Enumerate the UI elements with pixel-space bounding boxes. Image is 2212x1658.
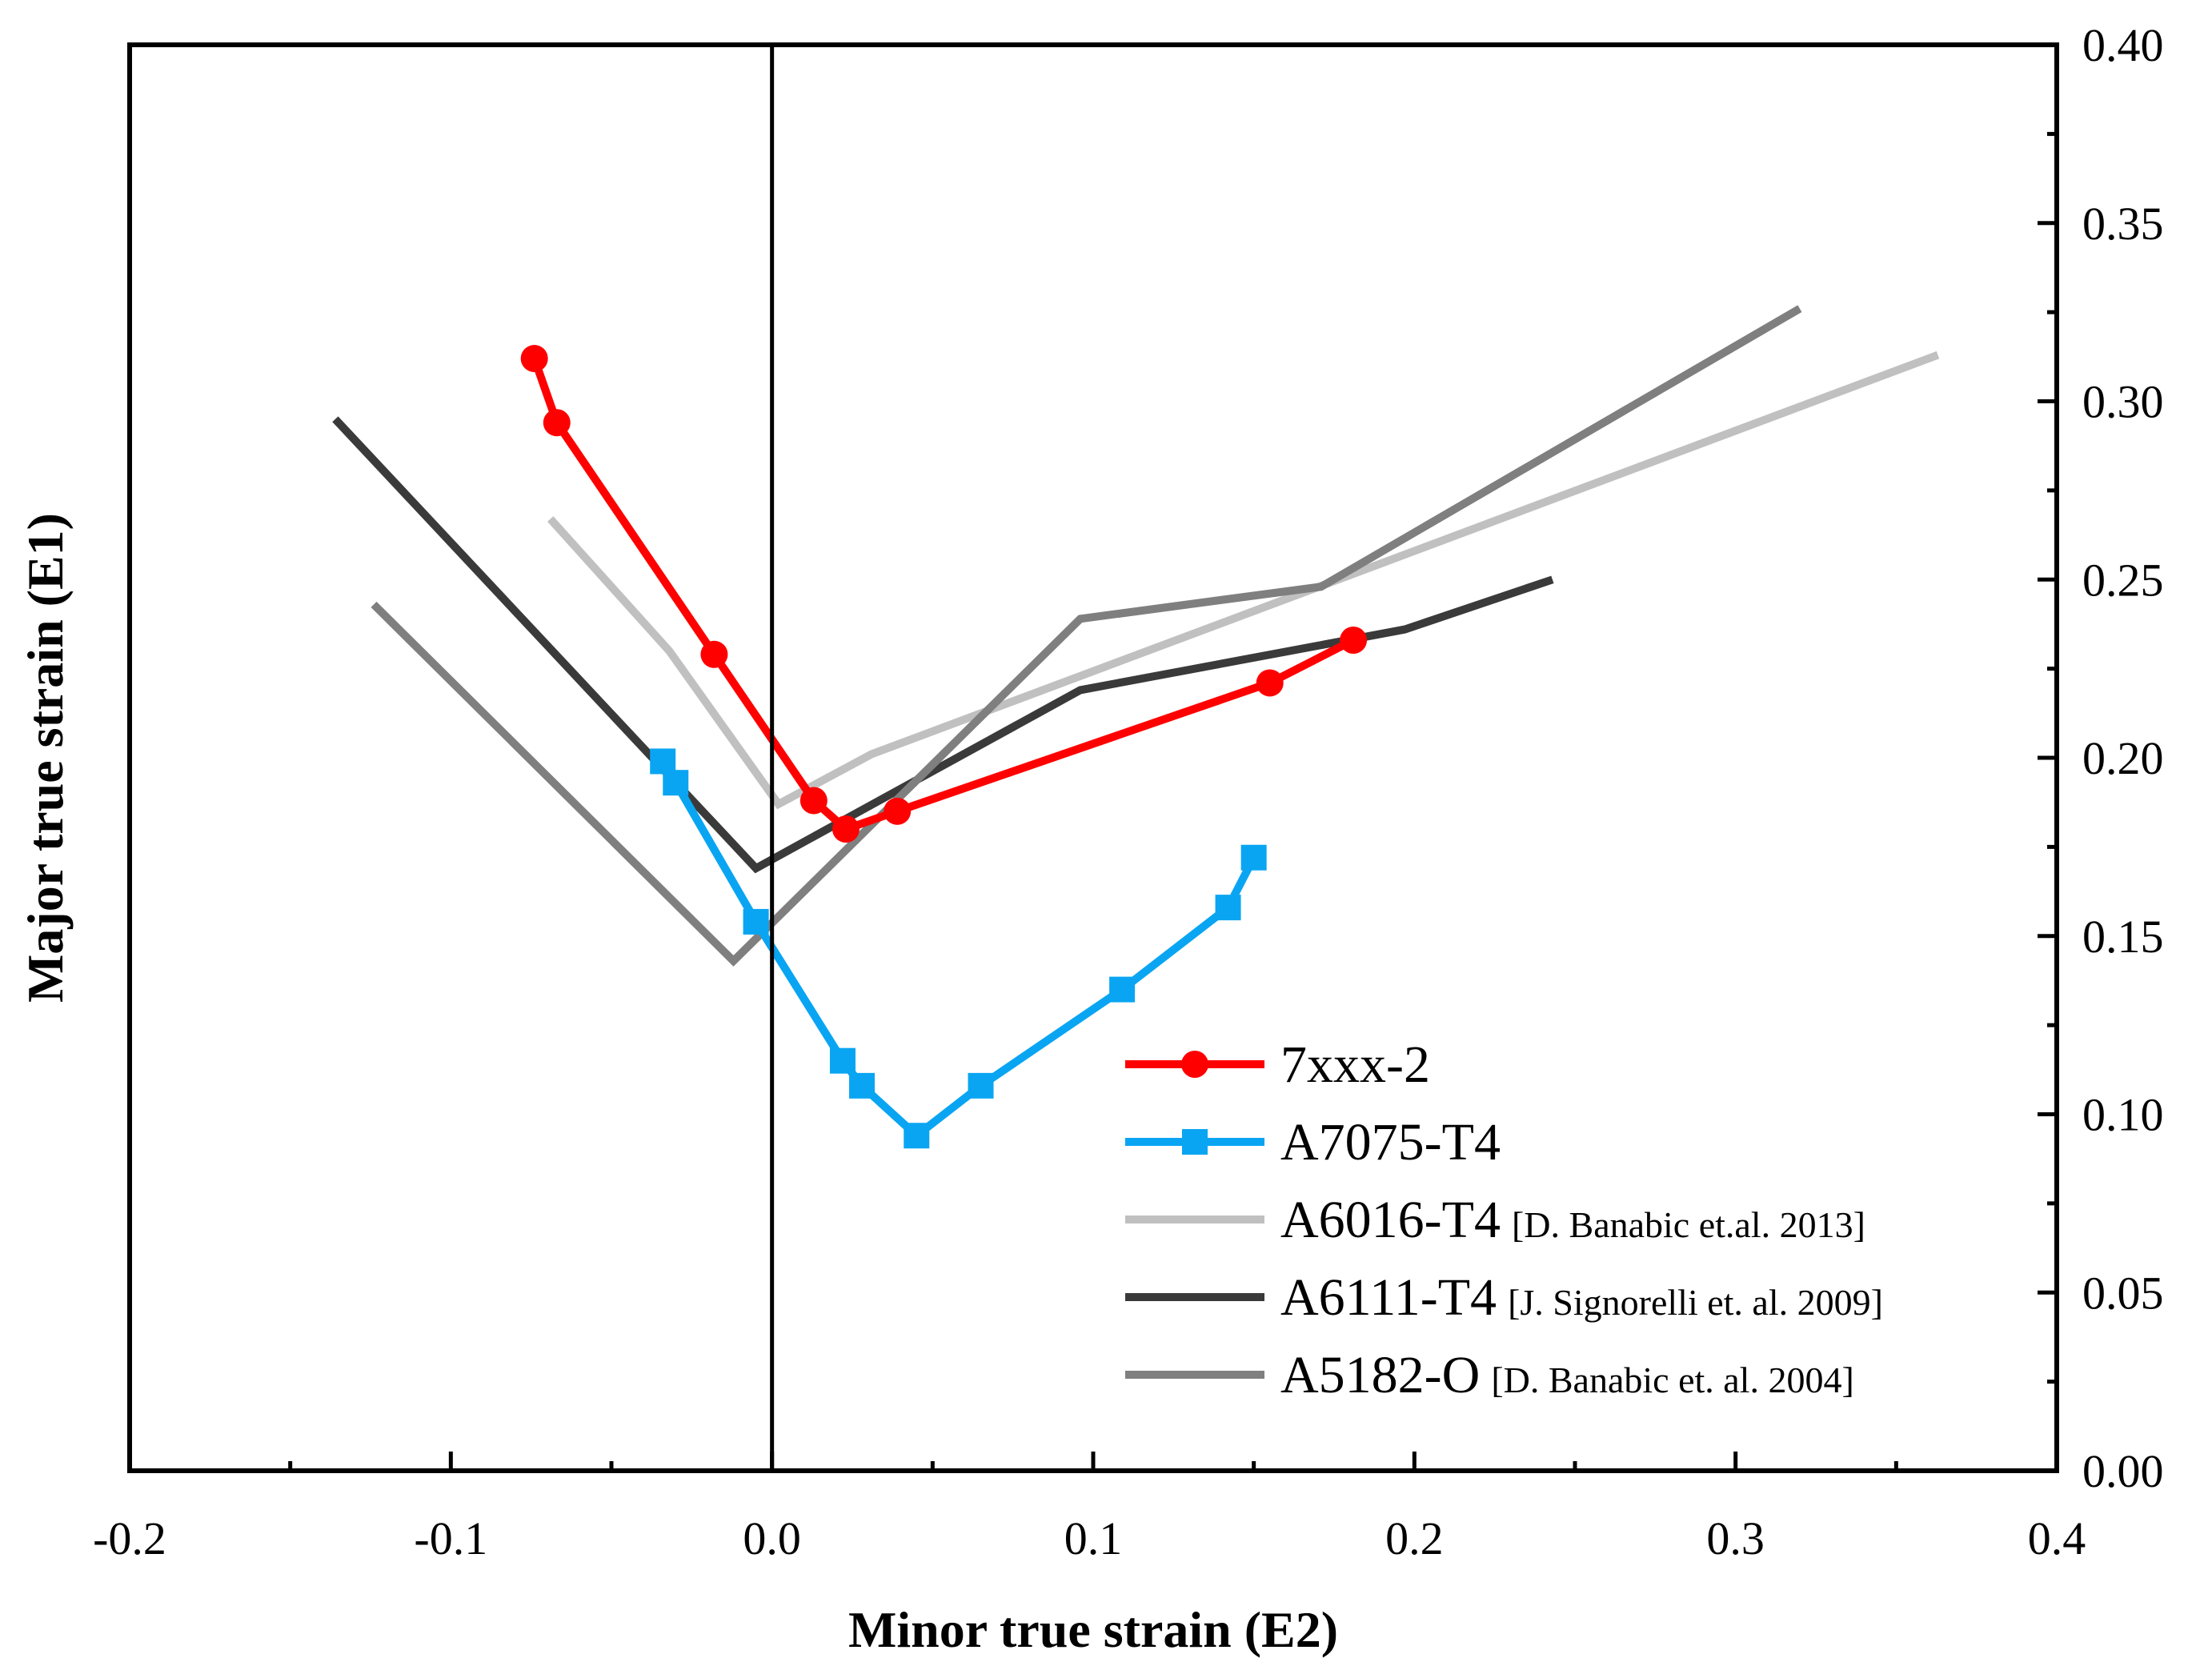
legend-label: A6016-T4 [D. Banabic et.al. 2013] [1280, 1191, 1865, 1249]
legend-series-name: A6111-T4 [1280, 1268, 1497, 1327]
data-point-a7075-t4 [968, 1072, 994, 1099]
y-tick-label: 0.15 [2082, 911, 2164, 963]
legend-series-name: A5182-O [1280, 1346, 1480, 1404]
x-tick-label: 0.3 [1706, 1512, 1765, 1564]
x-tick-label: 0.2 [1385, 1512, 1444, 1564]
data-point-7xxx-2 [543, 409, 571, 437]
legend-citation: [J. Signorelli et. al. 2009] [1508, 1282, 1883, 1323]
y-tick-label: 0.30 [2082, 376, 2164, 428]
series-a7075-t4 [650, 748, 1267, 1149]
data-point-7xxx-2 [700, 640, 728, 668]
legend-series-name: A6016-T4 [1280, 1191, 1501, 1249]
series-line-a7075-t4 [659, 759, 1258, 1141]
legend-label: 7xxx-2 [1280, 1035, 1430, 1094]
legend-label: A6111-T4 [J. Signorelli et. al. 2009] [1280, 1268, 1883, 1327]
legend-marker [1181, 1051, 1208, 1078]
y-tick-label: 0.00 [2082, 1445, 2164, 1497]
legend-citation: [D. Banabic et.al. 2013] [1512, 1204, 1865, 1245]
data-point-7xxx-2 [520, 345, 548, 373]
data-point-a7075-t4 [829, 1047, 856, 1074]
legend-item-a5182-o: A5182-O [D. Banabic et. al. 2004] [1125, 1346, 1854, 1404]
series-a5182-o [371, 305, 1802, 967]
series-line-a5182-o [371, 305, 1802, 967]
x-tick-label: 0.1 [1064, 1512, 1123, 1564]
data-point-7xxx-2 [884, 797, 912, 825]
legend-series-name: 7xxx-2 [1280, 1035, 1430, 1094]
legend-label: A7075-T4 [1280, 1113, 1501, 1171]
plot-frame [127, 42, 2059, 1473]
y-tick-label: 0.05 [2082, 1267, 2164, 1319]
series-line-a6111-t4 [332, 416, 1554, 874]
y-tick-label: 0.40 [2082, 19, 2164, 71]
axes-layer [127, 42, 2059, 1473]
data-point-a7075-t4 [743, 908, 769, 935]
y-tick-label: 0.35 [2082, 198, 2164, 250]
data-point-a7075-t4 [650, 748, 676, 775]
series-7xxx-2 [520, 345, 1368, 843]
y-tick-label: 0.25 [2082, 554, 2164, 606]
legend: 7xxx-2 A7075-T4 A6016-T4 [D. Banabic et.al.… [1125, 1035, 1883, 1404]
series-a6016-t4 [547, 350, 1940, 810]
legend-marker [1182, 1129, 1208, 1155]
series-line-7xxx-2 [530, 357, 1356, 834]
series-layer [332, 305, 1940, 1149]
data-point-7xxx-2 [1256, 669, 1284, 697]
legend-label: A5182-O [D. Banabic et. al. 2004] [1280, 1346, 1854, 1404]
y-tick-label: 0.10 [2082, 1089, 2164, 1141]
tick-layer: -0.2 -0.1 0.0 0.1 0.2 0.3 0.4 0.00 0.05 0.10 0.15 0… [93, 19, 2163, 1564]
series-line-a6016-t4 [547, 350, 1940, 810]
legend-series-name: A7075-T4 [1280, 1113, 1501, 1171]
data-point-a7075-t4 [849, 1072, 876, 1099]
y-tick-label: 0.20 [2082, 732, 2164, 784]
x-tick-label: 0.0 [743, 1512, 801, 1564]
data-point-a7075-t4 [1109, 976, 1136, 1003]
legend-item-7xxx-2: 7xxx-2 [1125, 1035, 1430, 1094]
legend-item-a6016-t4: A6016-T4 [D. Banabic et.al. 2013] [1125, 1191, 1865, 1249]
data-point-7xxx-2 [799, 787, 827, 815]
x-tick-label: -0.1 [414, 1512, 487, 1564]
data-point-a7075-t4 [1215, 895, 1241, 921]
data-point-7xxx-2 [1340, 626, 1368, 654]
data-point-a7075-t4 [1240, 844, 1267, 871]
x-tick-label: 0.4 [2028, 1512, 2086, 1564]
data-point-a7075-t4 [904, 1123, 930, 1149]
legend-item-a7075-t4: A7075-T4 [1125, 1113, 1501, 1171]
y-axis-title: Major true strain (E1) [17, 513, 74, 1003]
series-a6111-t4 [332, 416, 1554, 874]
legend-item-a6111-t4: A6111-T4 [J. Signorelli et. al. 2009] [1125, 1268, 1883, 1327]
x-tick-label: -0.2 [93, 1512, 166, 1564]
data-point-a7075-t4 [663, 770, 689, 796]
legend-citation: [D. Banabic et. al. 2004] [1491, 1360, 1853, 1400]
data-point-7xxx-2 [832, 815, 860, 843]
x-axis-title: Minor true strain (E2) [848, 1601, 1338, 1658]
